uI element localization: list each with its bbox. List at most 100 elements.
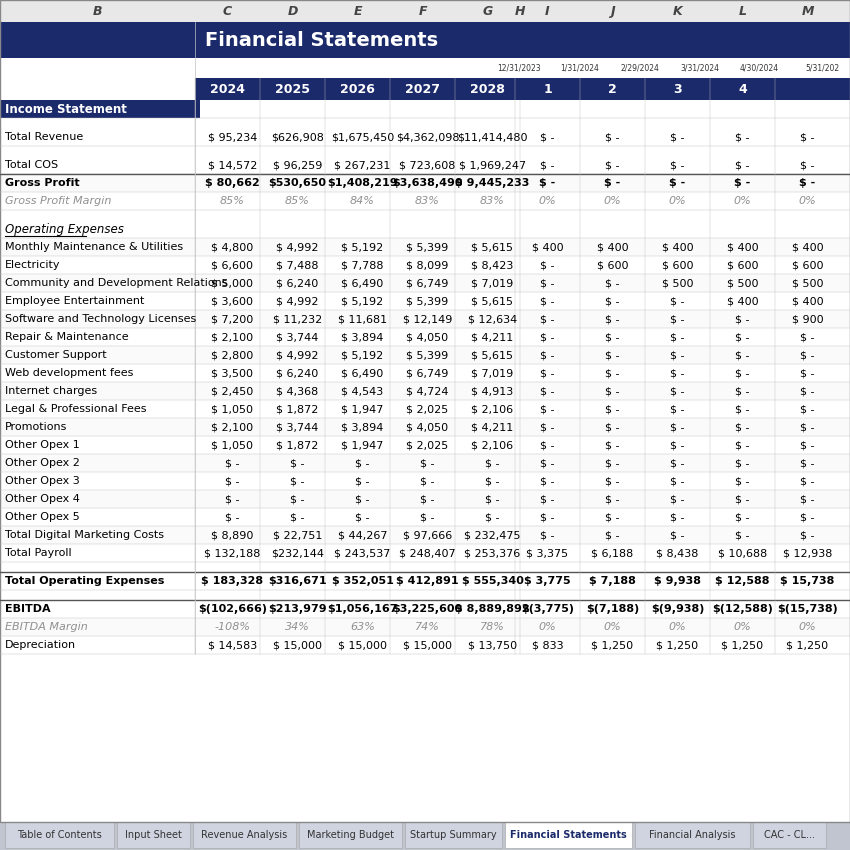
Text: $(9,938): $(9,938) [651, 604, 704, 614]
Text: $ -: $ - [735, 350, 750, 360]
Text: $ 7,188: $ 7,188 [589, 576, 636, 586]
Text: $ 400: $ 400 [791, 242, 824, 252]
Text: $ -: $ - [800, 440, 815, 450]
Text: $ -: $ - [671, 530, 685, 540]
Text: 0%: 0% [604, 196, 621, 206]
Text: $ -: $ - [735, 332, 750, 342]
Text: $ 96,259: $ 96,259 [273, 160, 322, 170]
Text: $ 555,340: $ 555,340 [462, 576, 524, 586]
Text: $ 8,423: $ 8,423 [471, 260, 513, 270]
Bar [0, 238, 850, 256]
Text: $ 1,250: $ 1,250 [722, 640, 763, 650]
Text: F: F [418, 4, 427, 18]
Text: $ -: $ - [734, 178, 751, 188]
Bar [0, 572, 850, 590]
Text: 2026: 2026 [340, 82, 375, 95]
Text: $ 1,250: $ 1,250 [786, 640, 829, 650]
Text: $ -: $ - [541, 314, 555, 324]
Text: $ -: $ - [671, 422, 685, 432]
Text: $ 14,572: $ 14,572 [207, 160, 258, 170]
Text: 2028: 2028 [470, 82, 505, 95]
Text: $(7,188): $(7,188) [586, 604, 639, 614]
Text: $ -: $ - [800, 512, 815, 522]
Text: $ 248,407: $ 248,407 [400, 548, 456, 558]
Text: $ -: $ - [541, 160, 555, 170]
Text: 4: 4 [738, 82, 747, 95]
Text: $ -: $ - [485, 476, 500, 486]
Text: $ -: $ - [605, 350, 620, 360]
Text: $ -: $ - [735, 160, 750, 170]
Bar [0, 100, 850, 118]
Text: $ -: $ - [800, 476, 815, 486]
Bar [0, 100, 200, 118]
Text: Other Opex 2: Other Opex 2 [5, 458, 80, 468]
Text: $ -: $ - [541, 368, 555, 378]
Text: Total Revenue: Total Revenue [5, 132, 83, 142]
Text: 1/31/2024: 1/31/2024 [560, 64, 599, 72]
Text: $ -: $ - [541, 278, 555, 288]
Text: Other Opex 3: Other Opex 3 [5, 476, 80, 486]
Text: $ 14,583: $ 14,583 [208, 640, 257, 650]
Bar [505, 822, 632, 848]
Text: Community and Development Relations: Community and Development Relations [5, 278, 228, 288]
Text: $ 243,537: $ 243,537 [334, 548, 391, 558]
Text: $ -: $ - [605, 332, 620, 342]
Text: $ -: $ - [541, 260, 555, 270]
Text: $ 833: $ 833 [532, 640, 564, 650]
Text: $ 600: $ 600 [791, 260, 824, 270]
Text: $ -: $ - [541, 512, 555, 522]
Text: J: J [610, 4, 615, 18]
Text: 2/29/2024: 2/29/2024 [620, 64, 659, 72]
Bar [0, 174, 850, 192]
Text: $ 6,490: $ 6,490 [342, 368, 383, 378]
Text: $ 6,749: $ 6,749 [406, 368, 449, 378]
Text: $(15,738): $(15,738) [777, 604, 838, 614]
Bar [0, 58, 850, 78]
Text: $ 5,615: $ 5,615 [472, 350, 513, 360]
Text: $ 1,250: $ 1,250 [592, 640, 633, 650]
Text: $ 97,666: $ 97,666 [403, 530, 452, 540]
Text: $ 412,891: $ 412,891 [396, 576, 459, 586]
Text: $3,638,490: $3,638,490 [392, 178, 462, 188]
Text: $232,144: $232,144 [271, 548, 324, 558]
Text: Table of Contents: Table of Contents [17, 830, 102, 840]
Text: $213,979: $213,979 [269, 604, 326, 614]
Text: 4/30/2024: 4/30/2024 [740, 64, 779, 72]
Text: $ 5,615: $ 5,615 [472, 242, 513, 252]
Bar [0, 382, 850, 400]
Text: $ -: $ - [605, 278, 620, 288]
Bar [0, 508, 850, 526]
Bar [0, 292, 850, 310]
Text: $ 7,488: $ 7,488 [276, 260, 319, 270]
Text: Income Statement: Income Statement [5, 103, 127, 116]
Text: Financial Statements: Financial Statements [510, 830, 626, 840]
Text: $ 1,250: $ 1,250 [656, 640, 699, 650]
Text: 5/31/202: 5/31/202 [806, 64, 840, 72]
Text: $ 5,399: $ 5,399 [406, 242, 449, 252]
Bar [0, 220, 850, 238]
Bar [0, 310, 850, 328]
Text: D: D [287, 4, 298, 18]
Text: $ -: $ - [735, 494, 750, 504]
Text: Web development fees: Web development fees [5, 368, 133, 378]
Text: $ -: $ - [541, 476, 555, 486]
Text: $ 6,749: $ 6,749 [406, 278, 449, 288]
Text: $ -: $ - [225, 458, 240, 468]
Text: $ 6,240: $ 6,240 [276, 368, 319, 378]
Text: $ 5,192: $ 5,192 [342, 296, 383, 306]
Text: $ -: $ - [671, 132, 685, 142]
Text: Gross Profit: Gross Profit [5, 178, 80, 188]
Text: $ 6,490: $ 6,490 [342, 278, 383, 288]
Text: $ -: $ - [604, 178, 620, 188]
Text: $ -: $ - [540, 178, 556, 188]
Text: Marketing Budget: Marketing Budget [307, 830, 394, 840]
Text: $ 1,947: $ 1,947 [342, 404, 383, 414]
Text: $ 12,938: $ 12,938 [783, 548, 832, 558]
Text: $ 13,750: $ 13,750 [468, 640, 517, 650]
Text: $11,414,480: $11,414,480 [457, 132, 528, 142]
Text: $ -: $ - [605, 386, 620, 396]
Text: $ 4,992: $ 4,992 [276, 242, 319, 252]
Text: 0%: 0% [539, 196, 557, 206]
Bar [0, 400, 850, 418]
Text: 3/31/2024: 3/31/2024 [680, 64, 719, 72]
